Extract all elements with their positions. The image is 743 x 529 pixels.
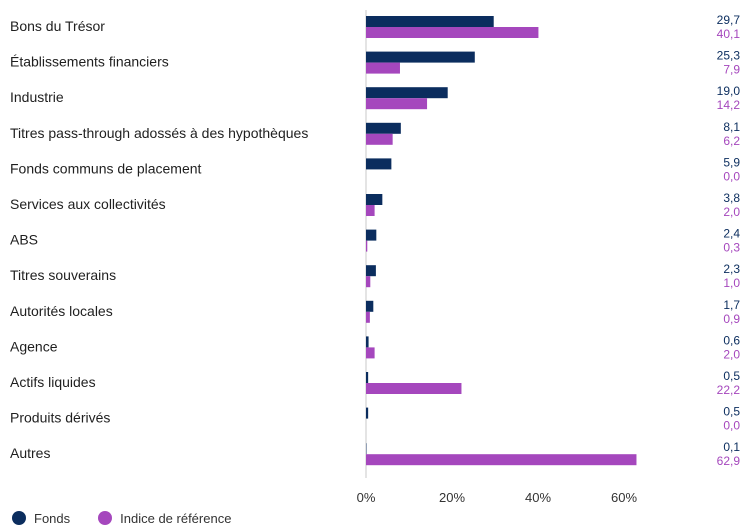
indice-bar [366,27,539,38]
indice-bar [366,454,637,466]
legend: Fonds Indice de référence [12,509,259,527]
category-label: Services aux collectivités [10,196,166,212]
indice-value-label: 14,2 [717,98,741,112]
fonds-value-label: 1,7 [723,298,740,312]
fonds-bar [366,122,401,134]
legend-item-indice: Indice de référence [98,511,231,526]
fonds-value-label: 0,5 [723,405,740,419]
fonds-bar [366,300,374,312]
fonds-value-label: 3,8 [723,191,740,205]
fonds-bar [366,265,376,277]
indice-bar [366,347,375,359]
category-label: Bons du Trésor [10,18,105,34]
fonds-value-label: 19,0 [717,84,741,98]
fonds-value-label: 0,5 [723,369,740,383]
indice-value-label: 0,3 [723,241,740,255]
fonds-bar [366,87,448,99]
x-tick-label: 20% [439,490,465,505]
fonds-bar [366,372,369,383]
indice-value-label: 1,0 [723,276,740,290]
indice-value-label: 0,0 [723,419,740,433]
indice-value-label: 6,2 [723,134,740,148]
indice-bar [366,311,370,323]
legend-swatch [98,511,113,525]
legend-label: Indice de référence [120,510,232,526]
category-label: Autorités locales [10,303,113,319]
indice-bar [366,383,462,394]
indice-bar [366,133,393,145]
indice-value-label: 40,1 [717,27,741,41]
category-label: Industrie [10,89,64,105]
fonds-value-label: 0,6 [723,333,740,347]
indice-value-label: 22,2 [717,383,741,397]
category-label: Produits dérivés [10,410,110,426]
indice-value-label: 62,9 [717,454,741,468]
category-label: Titres souverains [10,267,116,283]
fonds-value-label: 8,1 [723,120,740,134]
category-label: ABS [10,232,38,248]
fonds-bar [366,51,475,63]
category-label: Autres [10,445,50,461]
category-label: Fonds communs de placement [10,160,202,176]
indice-value-label: 2,0 [723,347,740,361]
fonds-bar [366,407,369,419]
fonds-bar [366,158,392,170]
legend-label: Fonds [34,510,71,526]
indice-bar [366,276,371,288]
category-label: Actifs liquides [10,374,96,390]
category-label: Agence [10,338,58,354]
indice-value-label: 0,0 [723,169,740,183]
category-label: Titres pass-through adossés à des hypoth… [10,125,308,141]
x-tick-label: 60% [611,490,637,505]
indice-value-label: 0,9 [723,312,740,326]
indice-bar [366,98,428,110]
fonds-value-label: 29,7 [717,13,741,27]
fonds-bar [366,16,494,27]
legend-item-fonds: Fonds [12,511,70,526]
indice-value-label: 2,0 [723,205,740,219]
indice-value-label: 7,9 [723,63,740,77]
indice-bar [366,240,368,252]
indice-bar [366,205,375,216]
x-tick-label: 0% [357,490,376,505]
fonds-bar [366,336,369,348]
fonds-value-label: 2,3 [723,262,740,276]
category-label: Établissements financiers [10,54,169,70]
fonds-value-label: 0,1 [723,440,740,454]
fonds-bar [366,229,377,241]
fonds-value-label: 25,3 [717,49,741,63]
x-tick-label: 40% [525,490,551,505]
legend-swatch [12,511,26,525]
indice-bar [366,62,400,74]
fonds-value-label: 5,9 [723,155,740,169]
fonds-bar [366,194,383,205]
fonds-value-label: 2,4 [723,227,740,241]
